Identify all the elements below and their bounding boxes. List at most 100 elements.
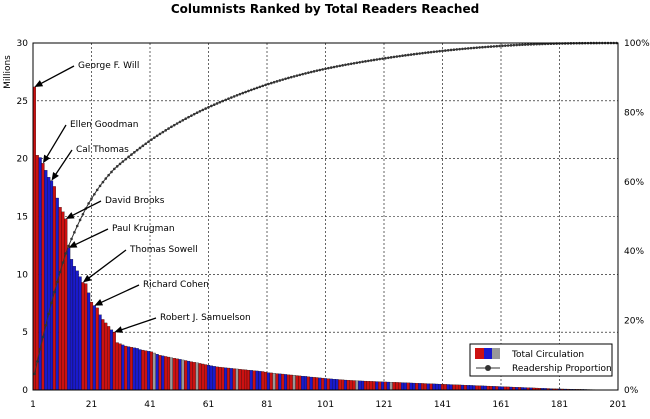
readership-point-31 bbox=[118, 162, 122, 166]
bar-161 bbox=[489, 386, 493, 391]
readership-point-62 bbox=[207, 105, 210, 109]
chart-title: Columnists Ranked by Total Readers Reach… bbox=[171, 2, 479, 16]
bar-136 bbox=[418, 383, 422, 391]
readership-point-41 bbox=[147, 140, 150, 143]
readership-point-164 bbox=[498, 44, 501, 48]
readership-point-75 bbox=[244, 90, 247, 94]
bar-99 bbox=[312, 377, 316, 391]
bar-71 bbox=[232, 368, 236, 391]
readership-point-42 bbox=[150, 138, 153, 141]
bar-2 bbox=[35, 155, 39, 391]
readership-point-8 bbox=[53, 290, 56, 294]
bar-124 bbox=[383, 381, 387, 391]
readership-point-135 bbox=[415, 52, 419, 56]
readership-point-3 bbox=[38, 347, 42, 351]
annotation-arrowhead-0 bbox=[34, 80, 44, 87]
y-tick-label-5: 25 bbox=[17, 97, 28, 107]
bar-91 bbox=[289, 374, 293, 391]
bar-45 bbox=[158, 355, 162, 391]
bar-23 bbox=[95, 307, 99, 391]
readership-point-168 bbox=[509, 44, 513, 47]
bar-13 bbox=[67, 247, 71, 391]
readership-point-107 bbox=[335, 65, 339, 68]
readership-point-93 bbox=[295, 74, 299, 77]
readership-point-82 bbox=[264, 83, 267, 87]
readership-point-94 bbox=[298, 73, 302, 77]
annotation-arrowhead-4 bbox=[68, 241, 78, 248]
bar-131 bbox=[403, 382, 407, 391]
bar-64 bbox=[212, 366, 216, 391]
readership-point-53 bbox=[181, 118, 185, 122]
annotation-arrowhead-2 bbox=[51, 172, 59, 181]
readership-point-20 bbox=[87, 202, 90, 205]
readership-point-106 bbox=[332, 65, 336, 69]
readership-point-154 bbox=[469, 46, 473, 50]
bar-129 bbox=[398, 382, 402, 391]
readership-point-24 bbox=[98, 184, 102, 188]
bar-88 bbox=[281, 373, 285, 391]
bar-94 bbox=[298, 375, 302, 391]
readership-point-91 bbox=[289, 75, 293, 79]
readership-point-5 bbox=[44, 323, 48, 327]
bar-28 bbox=[109, 329, 114, 391]
annotation-label-4: Paul Krugman bbox=[112, 224, 175, 234]
bar-149 bbox=[455, 384, 459, 391]
bar-69 bbox=[226, 367, 231, 391]
bar-24 bbox=[98, 314, 102, 391]
readership-point-140 bbox=[429, 50, 433, 54]
readership-point-130 bbox=[401, 54, 404, 58]
bar-65 bbox=[215, 366, 219, 391]
readership-point-110 bbox=[344, 63, 347, 67]
bar-17 bbox=[78, 276, 82, 391]
annotation-arrowhead-5 bbox=[82, 274, 92, 283]
bar-86 bbox=[275, 373, 279, 391]
bar-92 bbox=[292, 375, 296, 391]
readership-point-161 bbox=[489, 45, 493, 48]
readership-point-54 bbox=[184, 117, 187, 120]
bar-9 bbox=[55, 197, 59, 391]
annotation-label-3: David Brooks bbox=[105, 196, 165, 206]
readership-point-12 bbox=[64, 252, 68, 255]
readership-point-60 bbox=[201, 108, 205, 112]
readership-point-160 bbox=[486, 45, 490, 49]
readership-point-173 bbox=[523, 43, 527, 46]
bar-79 bbox=[255, 370, 259, 391]
bar-51 bbox=[175, 358, 179, 391]
readership-point-32 bbox=[121, 160, 125, 163]
bar-137 bbox=[420, 383, 425, 391]
bar-122 bbox=[378, 381, 382, 391]
x-tick-label-9: 181 bbox=[551, 400, 568, 410]
readership-point-30 bbox=[115, 165, 119, 168]
bar-130 bbox=[400, 382, 405, 391]
readership-point-67 bbox=[221, 99, 225, 103]
readership-point-70 bbox=[230, 96, 233, 99]
readership-point-61 bbox=[204, 107, 207, 110]
readership-point-122 bbox=[378, 57, 382, 61]
annotation-arrow-7 bbox=[119, 317, 157, 331]
annotation-arrow-0 bbox=[39, 65, 75, 85]
bar-40 bbox=[144, 350, 148, 391]
readership-point-128 bbox=[395, 55, 399, 58]
bar-110 bbox=[343, 379, 348, 391]
readership-point-56 bbox=[190, 114, 193, 117]
readership-point-21 bbox=[90, 197, 93, 201]
readership-point-157 bbox=[478, 46, 481, 49]
readership-point-23 bbox=[95, 188, 99, 192]
y-tick-label-3: 15 bbox=[17, 213, 28, 223]
bar-76 bbox=[246, 369, 251, 391]
bar-14 bbox=[69, 259, 74, 391]
readership-point-136 bbox=[418, 52, 421, 55]
readership-point-116 bbox=[361, 60, 364, 64]
readership-point-33 bbox=[124, 157, 128, 161]
y-tick-label-0: 0 bbox=[22, 386, 28, 396]
readership-point-14 bbox=[70, 237, 73, 241]
readership-point-27 bbox=[107, 173, 110, 177]
bar-4 bbox=[41, 163, 45, 391]
x-tick-label-0: 1 bbox=[30, 400, 36, 410]
readership-point-113 bbox=[352, 61, 356, 65]
bar-68 bbox=[224, 367, 228, 391]
readership-point-80 bbox=[258, 85, 262, 89]
legend: Total Circulation Readership Proportion bbox=[469, 343, 613, 377]
bar-5 bbox=[44, 170, 48, 391]
